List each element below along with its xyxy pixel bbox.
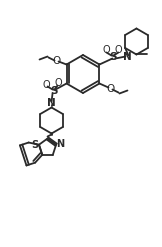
Text: N: N — [123, 52, 132, 62]
Text: S: S — [110, 53, 117, 62]
Text: O: O — [52, 57, 61, 66]
Text: S: S — [50, 86, 57, 97]
Text: O: O — [43, 80, 50, 89]
Text: O: O — [55, 79, 62, 88]
Text: O: O — [115, 45, 122, 56]
Text: N: N — [56, 139, 64, 149]
Text: N: N — [47, 99, 56, 108]
Text: O: O — [103, 45, 110, 56]
Text: S: S — [31, 140, 39, 150]
Text: O: O — [106, 83, 115, 94]
